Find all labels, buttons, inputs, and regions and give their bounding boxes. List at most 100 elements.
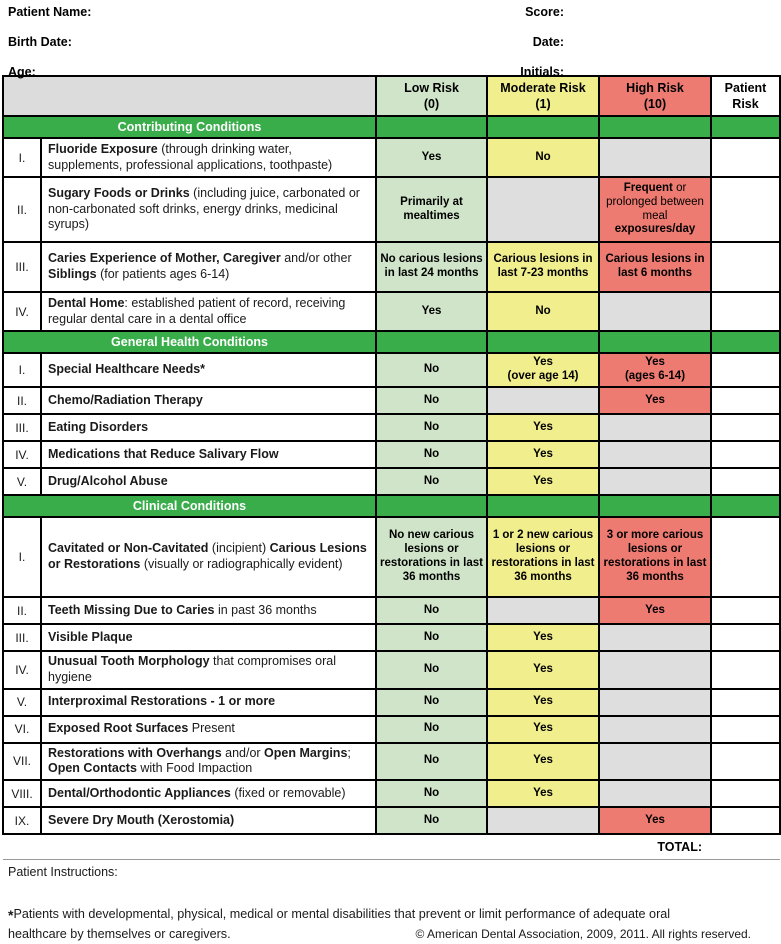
patient-risk-cell[interactable] (710, 741, 781, 781)
risk-option-cell[interactable]: No (375, 352, 488, 388)
risk-option-cell[interactable]: Yes (486, 440, 600, 469)
patient-risk-cell[interactable] (710, 516, 781, 598)
risk-option-cell[interactable]: Yes (486, 741, 600, 781)
risk-option-cell[interactable]: Yes (375, 137, 488, 178)
table-row: II. Sugary Foods or Drinks (including ju… (2, 176, 781, 243)
low-risk-column-header: Low Risk (0) (375, 75, 488, 117)
risk-option-cell[interactable]: Yes (375, 291, 488, 332)
risk-option-cell[interactable]: No (375, 714, 488, 744)
risk-option-cell[interactable]: No new carious lesions or restorations i… (375, 516, 488, 598)
row-description: Dental/Orthodontic Appliances (fixed or … (40, 779, 377, 808)
row-number: III. (2, 623, 42, 652)
risk-option-cell[interactable]: Carious lesions in last 6 months (598, 241, 712, 293)
risk-option-cell[interactable]: No (375, 386, 488, 415)
risk-option-cell[interactable]: No (375, 623, 488, 652)
risk-option-cell[interactable]: 1 or 2 new carious lesions or restoratio… (486, 516, 600, 598)
risk-option-cell[interactable]: Yes (486, 467, 600, 496)
risk-option-cell[interactable]: Yes (ages 6-14) (598, 352, 712, 388)
date-label: Date: (532, 35, 564, 49)
risk-option-cell[interactable]: No (375, 440, 488, 469)
risk-option-cell[interactable]: Frequent or prolonged between meal expos… (598, 176, 712, 243)
patient-risk-cell[interactable] (710, 623, 781, 652)
patient-risk-cell[interactable] (710, 176, 781, 243)
risk-option-cell[interactable]: No (375, 779, 488, 808)
row-number: VI. (2, 714, 42, 744)
risk-option-cell[interactable]: Primarily at mealtimes (375, 176, 488, 243)
risk-option-cell[interactable]: No (375, 687, 488, 717)
patient-risk-cell[interactable] (710, 413, 781, 442)
patient-risk-cell[interactable] (710, 650, 781, 690)
patient-risk-cell[interactable] (710, 467, 781, 496)
table-row: IV. Medications that Reduce Salivary Flo… (2, 440, 781, 469)
table-row: II. Teeth Missing Due to Caries in past … (2, 596, 781, 625)
row-number: IV. (2, 650, 42, 690)
form-header: Patient Name: Birth Date: Age: Score: Da… (0, 0, 781, 79)
patient-instructions-label: Patient Instructions: (8, 865, 118, 879)
risk-option-cell[interactable]: Yes (486, 714, 600, 744)
section-bar-fill (375, 330, 488, 354)
risk-option-cell[interactable]: Yes (598, 806, 712, 835)
risk-option-cell[interactable]: 3 or more carious lesions or restoration… (598, 516, 712, 598)
risk-option-cell[interactable]: No (486, 291, 600, 332)
patient-risk-cell[interactable] (710, 779, 781, 808)
row-number: VIII. (2, 779, 42, 808)
section-bar-fill (710, 330, 781, 354)
patient-risk-cell[interactable] (710, 241, 781, 293)
patient-risk-cell[interactable] (710, 386, 781, 415)
patient-risk-cell[interactable] (710, 687, 781, 717)
footnote-line2: healthcare by themselves or caregivers. (8, 926, 231, 941)
risk-option-cell[interactable]: No (486, 137, 600, 178)
risk-option-cell[interactable]: Yes (over age 14) (486, 352, 600, 388)
risk-option-cell[interactable]: No (375, 741, 488, 781)
patient-risk-cell[interactable] (710, 806, 781, 835)
table-row: III. Eating Disorders No Yes (2, 413, 781, 442)
risk-option-cell[interactable]: Yes (486, 650, 600, 690)
total-label: TOTAL: (3, 833, 711, 860)
risk-option-cell (598, 714, 712, 744)
risk-option-cell[interactable]: No (375, 467, 488, 496)
risk-option-cell[interactable]: Yes (486, 687, 600, 717)
risk-option-cell[interactable]: Yes (486, 623, 600, 652)
risk-option-cell[interactable]: No (375, 413, 488, 442)
risk-option-cell[interactable]: No carious lesions in last 24 months (375, 241, 488, 293)
patient-risk-cell[interactable] (710, 596, 781, 625)
risk-option-cell (598, 413, 712, 442)
row-number: V. (2, 467, 42, 496)
patient-risk-cell[interactable] (710, 291, 781, 332)
row-number: V. (2, 687, 42, 717)
risk-option-cell[interactable]: Yes (486, 779, 600, 808)
row-description: Caries Experience of Mother, Caregiver a… (40, 241, 377, 293)
patient-risk-cell[interactable] (710, 440, 781, 469)
row-description: Drug/Alcohol Abuse (40, 467, 377, 496)
risk-option-cell[interactable]: Yes (598, 596, 712, 625)
row-number: IX. (2, 806, 42, 835)
risk-option-cell[interactable]: Yes (486, 413, 600, 442)
patient-risk-cell[interactable] (710, 137, 781, 178)
row-description: Chemo/Radiation Therapy (40, 386, 377, 415)
row-description: Dental Home: established patient of reco… (40, 291, 377, 332)
risk-option-cell (598, 467, 712, 496)
row-description: Special Healthcare Needs* (40, 352, 377, 388)
total-value-cell[interactable] (711, 833, 780, 860)
table-row: V. Drug/Alcohol Abuse No Yes (2, 467, 781, 496)
patient-risk-cell[interactable] (710, 714, 781, 744)
patient-risk-cell[interactable] (710, 352, 781, 388)
score-label: Score: (525, 5, 564, 19)
risk-option-cell[interactable]: Yes (598, 386, 712, 415)
row-description: Restorations with Overhangs and/or Open … (40, 741, 377, 781)
total-row: TOTAL: (3, 833, 780, 860)
footnote: *Patients with developmental, physical, … (8, 903, 773, 944)
risk-option-cell[interactable]: No (375, 596, 488, 625)
row-number: II. (2, 596, 42, 625)
risk-assessment-table: Low Risk (0) Moderate Risk (1) High Risk (1… (2, 75, 781, 860)
table-row: VII. Restorations with Overhangs and/or … (2, 741, 781, 781)
row-number: I. (2, 516, 42, 598)
copyright-notice: © American Dental Association, 2009, 201… (415, 926, 751, 941)
risk-option-cell[interactable]: Carious lesions in last 7-23 months (486, 241, 600, 293)
risk-option-cell[interactable]: No (375, 650, 488, 690)
risk-option-cell (598, 137, 712, 178)
section-bar-fill (598, 330, 712, 354)
risk-option-cell[interactable]: No (375, 806, 488, 835)
section-title: General Health Conditions (2, 330, 377, 354)
risk-option-cell (486, 806, 600, 835)
